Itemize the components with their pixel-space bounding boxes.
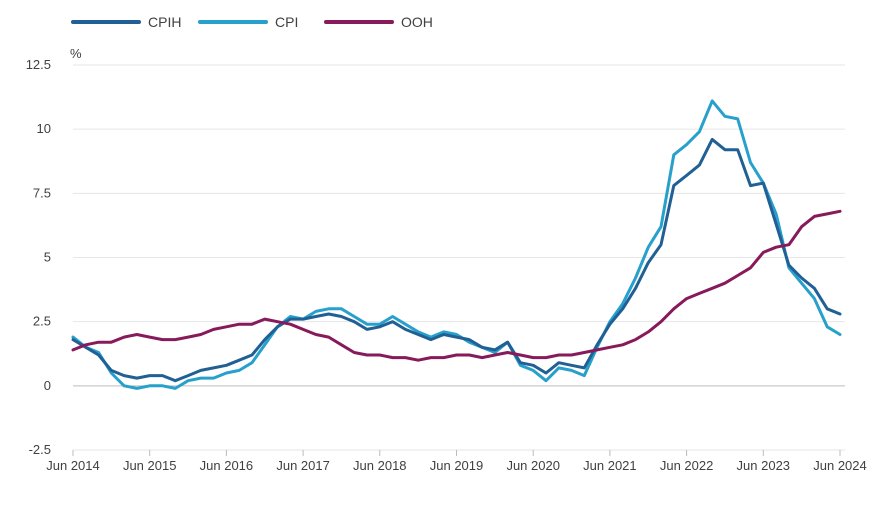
- y-tick-label: 0: [44, 378, 51, 393]
- x-tick-label: Jun 2015: [123, 458, 177, 473]
- legend: CPIH CPI OOH: [71, 14, 433, 30]
- legend-label-cpih: CPIH: [148, 14, 181, 30]
- x-tick-label: Jun 2016: [200, 458, 254, 473]
- series-line-cpi: [71, 99, 842, 390]
- x-tick-label: Jun 2020: [506, 458, 560, 473]
- legend-label-ooh: OOH: [401, 14, 433, 30]
- y-tick-label: 12.5: [26, 57, 51, 72]
- legend-label-cpi: CPI: [275, 14, 298, 30]
- series-lines: [71, 99, 842, 390]
- x-tick-label: Jun 2021: [583, 458, 637, 473]
- y-tick-label: 10: [37, 121, 51, 136]
- x-axis-ticks: Jun 2014 Jun 2015 Jun 2016 Jun 2017 Jun 2018…: [46, 450, 867, 473]
- x-tick-label: Jun 2022: [660, 458, 714, 473]
- x-tick-label: Jun 2018: [353, 458, 407, 473]
- y-axis-unit-label: %: [70, 46, 82, 61]
- y-tick-label: 2.5: [33, 314, 51, 329]
- series-line-cpih: [71, 137, 842, 383]
- x-tick-label: Jun 2017: [276, 458, 330, 473]
- x-tick-label: Jun 2023: [737, 458, 791, 473]
- x-tick-label: Jun 2024: [813, 458, 867, 473]
- y-tick-label: -2.5: [29, 442, 51, 457]
- y-tick-label: 5: [44, 250, 51, 265]
- series-line-ooh: [71, 209, 842, 362]
- y-axis-ticks: 12.5 10 7.5 5 2.5 0 -2.5: [26, 57, 51, 457]
- x-tick-label: Jun 2019: [430, 458, 484, 473]
- y-tick-label: 7.5: [33, 185, 51, 200]
- x-tick-label: Jun 2014: [46, 458, 100, 473]
- gridlines: [73, 64, 845, 451]
